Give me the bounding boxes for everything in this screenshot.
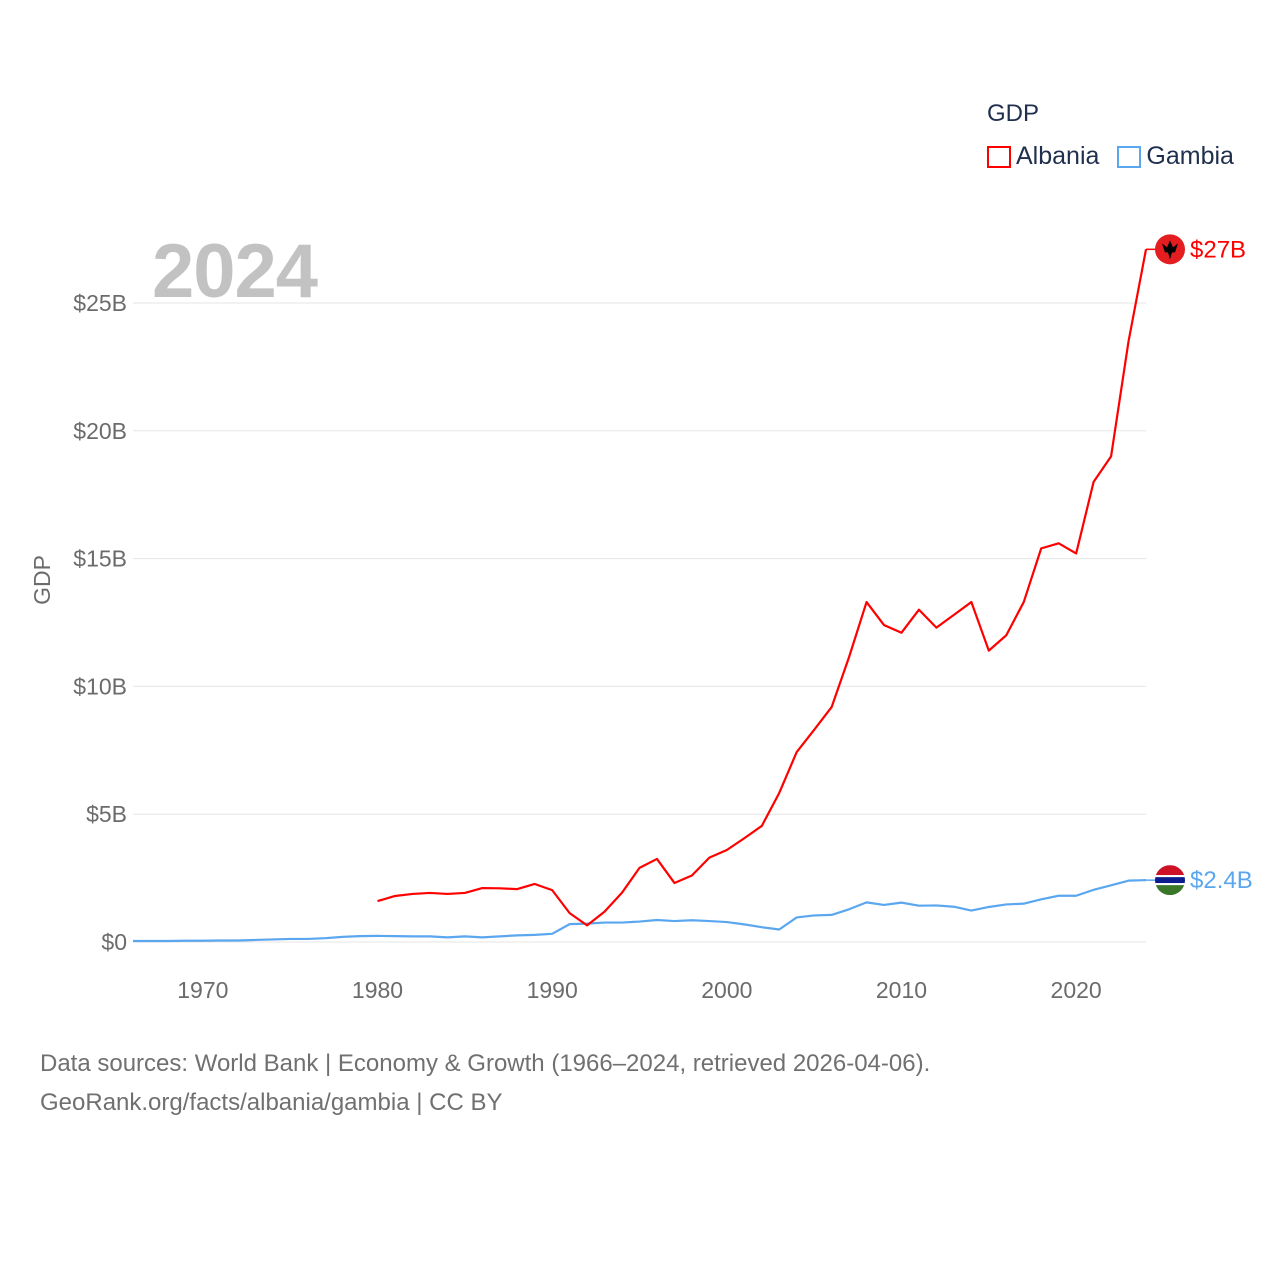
legend-item-albania[interactable]: Albania	[987, 142, 1099, 171]
flag-stripe	[1155, 865, 1185, 876]
x-tick-label: 2020	[1051, 977, 1102, 1003]
flag-stripe	[1155, 877, 1185, 884]
y-tick-label: $5B	[86, 801, 127, 827]
gambia-swatch	[1117, 145, 1142, 168]
source-link[interactable]: GeoRank.org/facts/albania/gambia | CC BY	[40, 1089, 503, 1116]
flag-stripe	[1155, 875, 1185, 878]
y-axis-label: GDP	[29, 555, 55, 605]
x-tick-label: 1990	[527, 977, 578, 1003]
end-value-label: $2.4B	[1190, 867, 1253, 894]
legend: Albania Gambia	[987, 142, 1234, 171]
series-line-gambia	[133, 879, 1147, 943]
y-tick-label: $10B	[73, 673, 127, 699]
y-tick-label: $15B	[73, 546, 127, 572]
x-tick-label: 2010	[876, 977, 927, 1003]
x-tick-label: 1980	[352, 977, 403, 1003]
x-tick-label: 1970	[177, 977, 228, 1003]
series-line-albania	[377, 249, 1148, 927]
y-tick-label: $25B	[73, 290, 127, 316]
eagle-icon	[1162, 240, 1178, 260]
end-value-label: $27B	[1190, 236, 1246, 263]
x-tick-label: 2000	[701, 977, 752, 1003]
y-tick-label: $20B	[73, 418, 127, 444]
legend-title: GDP	[987, 100, 1040, 127]
y-tick-label: $0	[101, 929, 127, 955]
albania-swatch	[987, 145, 1011, 168]
legend-label: Gambia	[1146, 142, 1234, 170]
legend-item-gambia[interactable]: Gambia	[1117, 142, 1234, 171]
source-line: Data sources: World Bank | Economy & Gro…	[40, 1050, 931, 1077]
source-note: Data sources: World Bank | Economy & Gro…	[40, 1044, 930, 1122]
legend-label: Albania	[1016, 142, 1100, 170]
flag-stripe	[1155, 883, 1185, 886]
year-label: 2024	[152, 229, 318, 314]
flag-stripe	[1155, 885, 1185, 896]
gambia-flag-icon	[1155, 865, 1185, 896]
